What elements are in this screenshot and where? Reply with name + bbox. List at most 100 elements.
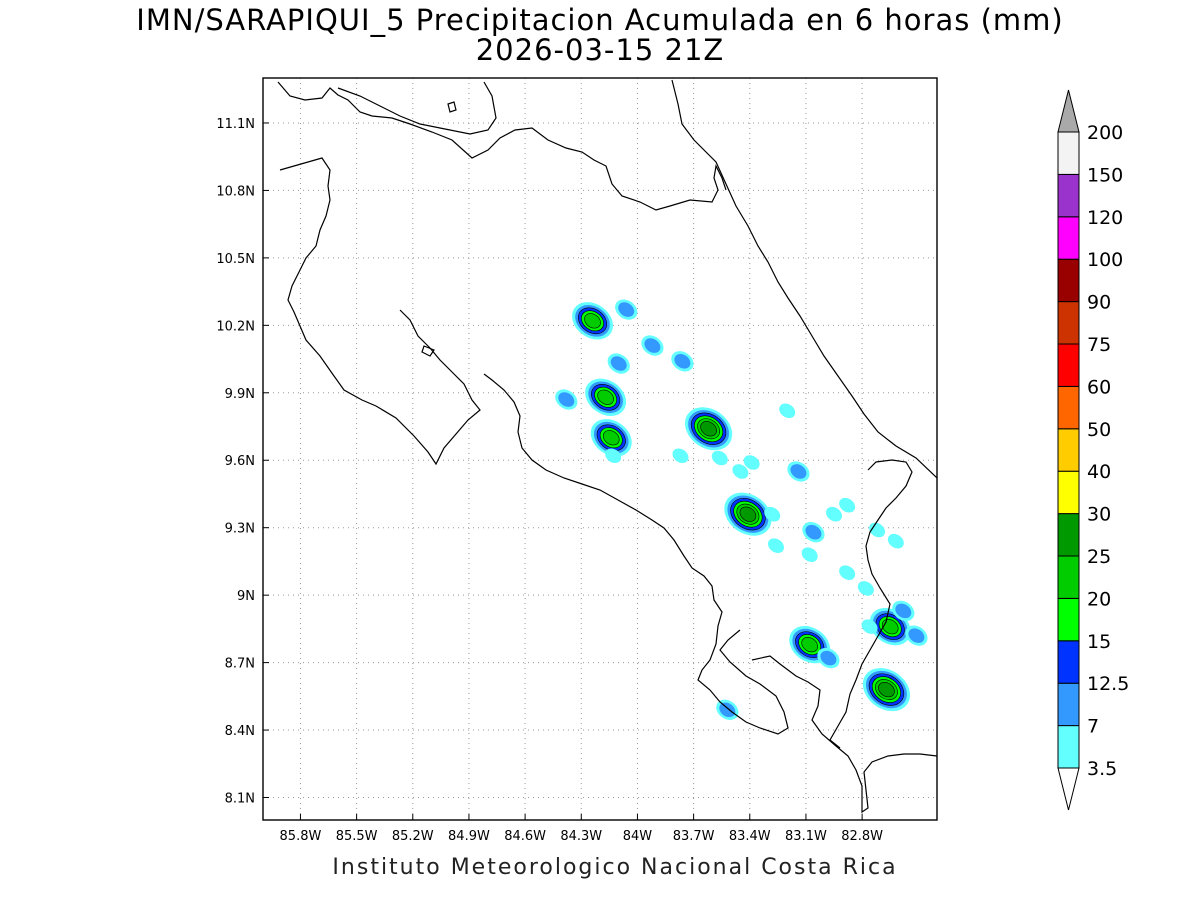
lon-tick-label: 85.8W [280, 829, 322, 844]
precip-contours [555, 299, 928, 720]
precip-contour-level [801, 547, 818, 562]
precip-cell [684, 407, 733, 451]
precip-contour-level [869, 522, 886, 538]
colorbar-label: 120 [1087, 207, 1123, 229]
precip-contour-level [908, 628, 925, 643]
precip-cell [779, 403, 796, 419]
precip-contour-level [739, 506, 757, 522]
precip-cell [615, 299, 638, 320]
precip-cell [826, 506, 843, 522]
colorbar-swatch [1057, 216, 1080, 260]
precip-contour-level [857, 581, 874, 596]
precip-cell [764, 506, 781, 522]
colorbar-swatch [1057, 343, 1080, 387]
precip-contour-level [801, 637, 818, 653]
coastline-gulf-nicoya [483, 373, 789, 735]
precip-contour-level [861, 619, 878, 634]
precip-cell [641, 335, 664, 356]
precip-contour-level [700, 421, 717, 437]
precip-cell [716, 699, 739, 720]
precip-cell [572, 302, 613, 340]
precip-contour-level [790, 464, 807, 479]
colorbar-swatch [1057, 597, 1080, 642]
colorbar-label: 75 [1087, 334, 1111, 356]
precip-contour-level [610, 356, 627, 371]
lon-tick-label: 84.9W [448, 829, 490, 844]
precip-contour-level [644, 338, 661, 353]
precip-cell [732, 464, 749, 479]
lat-tick-label: 9N [237, 589, 255, 604]
coastline-caribbean [671, 79, 937, 479]
precip-cell [862, 668, 911, 712]
precip-cell [905, 625, 928, 646]
colorbar-label: 3.5 [1087, 758, 1117, 780]
precip-cell [802, 522, 825, 543]
precip-cell [555, 389, 578, 410]
precip-contour-level [597, 389, 614, 405]
precip-cell [861, 619, 878, 634]
lon-tick-label: 83.7W [673, 829, 715, 844]
precip-cell [605, 448, 622, 464]
lat-tick-label: 8.7N [225, 657, 255, 672]
precip-cell [839, 497, 856, 513]
coastline-nicaragua [277, 81, 727, 211]
precip-contour-level [887, 533, 904, 549]
colorbar-swatch [1057, 173, 1080, 218]
colorbar-label: 150 [1087, 164, 1123, 186]
colorbar-label: 25 [1087, 546, 1111, 568]
precip-contour-level [767, 538, 784, 553]
lon-tick-label: 83.4W [729, 829, 771, 844]
grid-lines [263, 78, 937, 820]
lat-tick-label: 9.9N [225, 387, 255, 402]
precip-contour-level [732, 464, 749, 479]
precip-contour-level [839, 497, 856, 513]
colorbar-label: 30 [1087, 504, 1111, 526]
precip-cell [767, 538, 784, 553]
lat-tick-label: 8.4N [225, 724, 255, 739]
colorbar-upper-arrow [1057, 89, 1080, 133]
precip-contour-level [764, 506, 781, 522]
lat-tick-label: 11.1N [216, 117, 255, 132]
colorbar-swatch [1057, 513, 1080, 557]
island-lake [421, 345, 435, 357]
precip-contour-level [826, 506, 843, 522]
coastline-panama-border [829, 459, 913, 749]
lon-tick-label: 82.8W [841, 829, 883, 844]
coastline-pacific [279, 157, 481, 466]
precip-cell [711, 450, 728, 466]
colorbar-label: 7 [1087, 716, 1099, 738]
colorbar-label: 50 [1087, 419, 1111, 441]
lat-tick-label: 8.1N [225, 792, 255, 807]
colorbar-label: 90 [1087, 292, 1111, 314]
lon-tick-label: 84.3W [560, 829, 602, 844]
colorbar-label: 40 [1087, 461, 1111, 483]
precip-cell [787, 461, 810, 482]
colorbar-label: 12.5 [1087, 673, 1129, 695]
precip-cell [887, 533, 904, 549]
precip-contour-level [672, 448, 689, 464]
colorbar-swatch [1057, 725, 1080, 769]
precip-cell [857, 581, 874, 596]
precip-cell [743, 455, 760, 470]
chart-subtitle: 2026-03-15 21Z [475, 33, 725, 67]
longitude-tick-labels: 85.8W 85.5W 85.2W 84.9W 84.6W 84.3W 84W 83.7W 83… [280, 829, 884, 844]
precip-cell [585, 378, 627, 416]
precip-cell [672, 448, 689, 464]
lat-tick-label: 9.6N [225, 454, 255, 469]
lon-tick-label: 83.1W [785, 829, 827, 844]
precip-contour-level [558, 392, 575, 407]
lon-tick-label: 85.5W [336, 829, 378, 844]
colorbar-label: 20 [1087, 588, 1111, 610]
coastline-nicaragua-lake [337, 81, 497, 135]
lat-tick-label: 9.3N [225, 522, 255, 537]
precip-cell [801, 547, 818, 562]
precip-cell [817, 647, 840, 669]
precip-cell [607, 353, 630, 374]
lat-tick-label: 10.8N [216, 184, 255, 199]
colorbar-swatch [1057, 131, 1080, 175]
colorbar-lower-arrow [1057, 767, 1080, 811]
colorbar-swatch [1057, 258, 1080, 303]
precip-contour-level [895, 603, 912, 619]
lon-tick-label: 85.2W [392, 829, 434, 844]
island-north [447, 101, 457, 113]
